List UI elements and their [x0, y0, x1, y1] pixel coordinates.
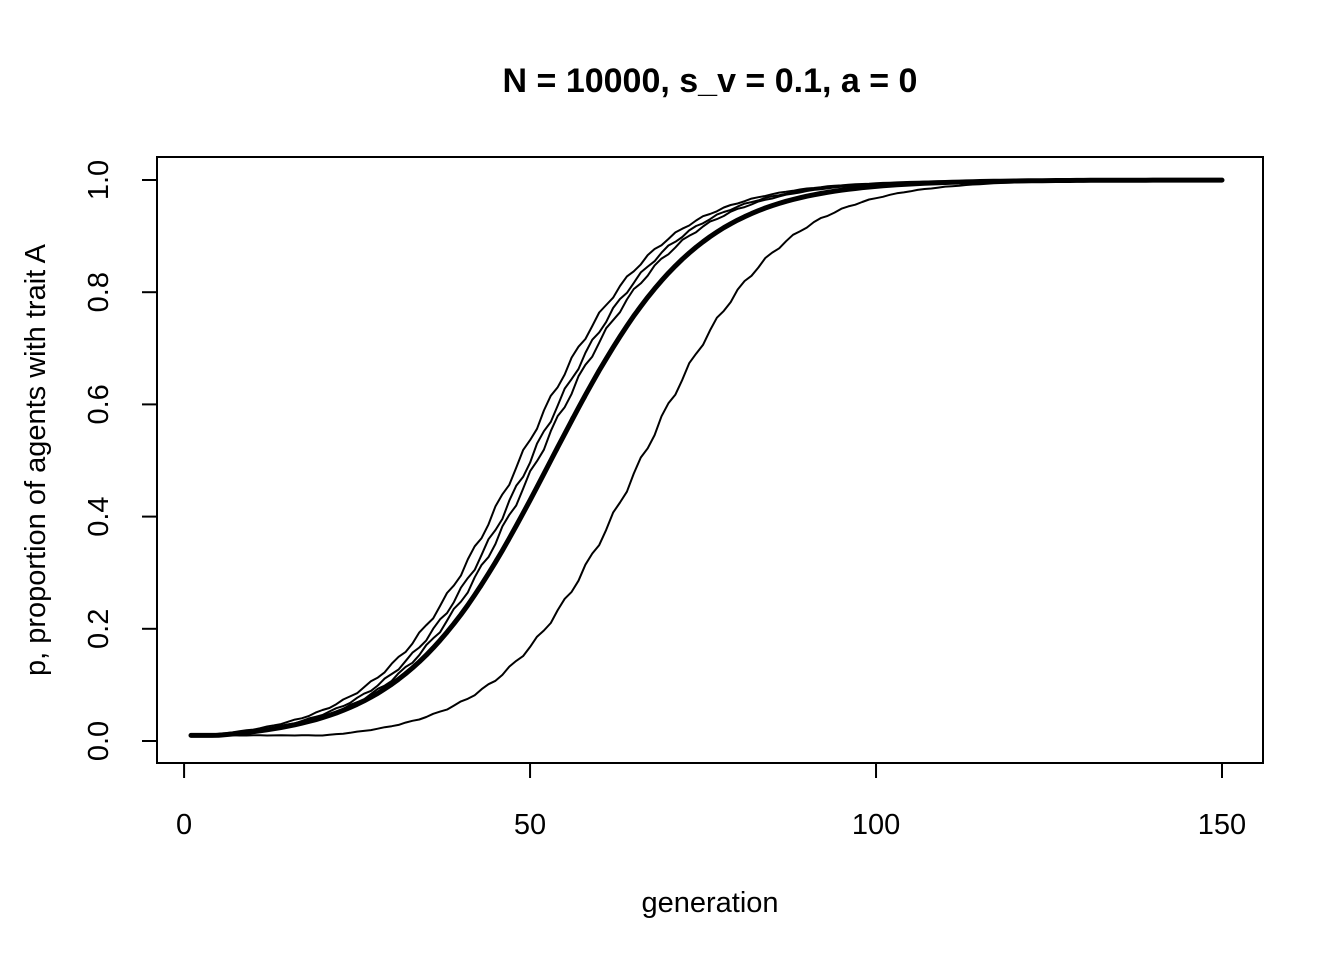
run-trajectory-line: [190, 179, 1223, 737]
mean-trajectory-line: [188, 177, 1225, 738]
x-tick-label: 0: [176, 809, 192, 841]
x-tick-label: 100: [852, 809, 900, 841]
series-lines: [188, 177, 1225, 738]
x-tick-label: 150: [1198, 809, 1246, 841]
plot-frame: [156, 156, 1264, 764]
run-trajectory-line: [190, 179, 1223, 737]
y-tick-label: 0.6: [83, 384, 115, 424]
y-axis: 0.0 0.2 0.4 0.6 0.8 1.0: [83, 160, 158, 761]
y-tick-label: 0.0: [83, 721, 115, 761]
run-trajectory-line: [190, 179, 1223, 737]
y-tick-label: 0.8: [83, 272, 115, 312]
run-trajectory-line: [190, 179, 1223, 737]
run-trajectory-line: [190, 179, 1223, 737]
x-tick-label: 50: [514, 809, 546, 841]
y-tick-label: 0.4: [83, 496, 115, 536]
x-axis-label: generation: [641, 887, 778, 919]
y-tick-label: 1.0: [83, 160, 115, 200]
y-axis-label: p, proportion of agents with trait A: [20, 243, 52, 676]
y-tick-label: 0.2: [83, 609, 115, 649]
x-axis: 0 50 100 150: [176, 762, 1246, 841]
chart-title: N = 10000, s_v = 0.1, a = 0: [503, 62, 918, 100]
